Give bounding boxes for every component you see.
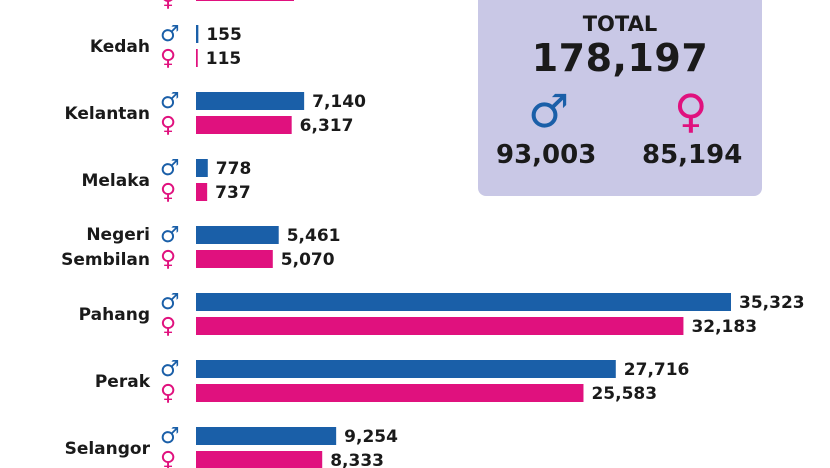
partial-female-symbol: ♀ [160,0,176,12]
male-value-label-perak: 27,716 [624,360,690,380]
category-label-selangor: Selangor [65,439,151,459]
male-bar-perak [196,360,616,378]
female-symbol-negeri-sembilan: ♀ [160,247,176,272]
female-total-value: 85,194 [642,140,743,170]
female-value-label-pahang: 32,183 [691,317,757,337]
male-bar-selangor [196,427,337,445]
female-value-label-negeri-sembilan: 5,070 [281,250,335,270]
male-bar-pahang [196,293,731,311]
male-bar-kelantan [196,92,305,110]
category-label-pahang: Pahang [79,305,150,325]
male-icon: ♂ [528,84,570,138]
partial-bar-female [196,0,294,1]
female-icon: ♀ [674,84,708,138]
female-bar-selangor [196,451,323,468]
male-symbol-kelantan: ♂ [160,89,180,114]
female-value-label-selangor: 8,333 [330,451,384,468]
category-label-perak: Perak [95,372,151,392]
female-bar-melaka [196,183,208,201]
male-bar-melaka [196,159,208,177]
female-bar-perak [196,384,584,402]
male-value-label-kelantan: 7,140 [312,92,366,112]
female-symbol-selangor: ♀ [160,448,176,468]
male-total-value: 93,003 [496,140,597,170]
female-value-label-kelantan: 6,317 [300,116,354,136]
male-value-label-kedah: 155 [206,25,242,45]
male-value-label-pahang: 35,323 [739,293,805,313]
female-value-label-melaka: 737 [215,183,251,203]
male-symbol-melaka: ♂ [160,156,180,181]
category-label-melaka: Melaka [81,171,150,191]
category-label-negeri-sembilan-line1: Negeri [86,225,150,245]
category-label-negeri-sembilan-line2: Sembilan [61,250,150,270]
female-symbol-melaka: ♀ [160,180,176,205]
female-bar-negeri-sembilan [196,250,273,268]
male-bar-kedah [196,25,199,43]
female-symbol-kedah: ♀ [160,46,176,71]
male-value-label-melaka: 778 [216,159,252,179]
male-bar-negeri-sembilan [196,226,279,244]
male-value-label-selangor: 9,254 [344,427,398,447]
total-label: TOTAL [582,12,658,36]
male-symbol-kedah: ♂ [160,22,180,47]
female-bar-kelantan [196,116,292,134]
male-value-label-negeri-sembilan: 5,461 [287,226,341,246]
female-symbol-kelantan: ♀ [160,113,176,138]
total-summary-box: TOTAL 178,197 ♂ ♀ 93,003 85,194 [478,0,762,196]
total-value: 178,197 [531,36,709,80]
male-symbol-perak: ♂ [160,357,180,382]
female-symbol-pahang: ♀ [160,314,176,339]
female-bar-pahang [196,317,684,335]
female-value-label-kedah: 115 [206,49,242,69]
category-label-kelantan: Kelantan [64,104,150,124]
male-symbol-negeri-sembilan: ♂ [160,223,180,248]
male-symbol-selangor: ♂ [160,424,180,449]
female-value-label-perak: 25,583 [591,384,657,404]
female-bar-kedah [196,49,198,67]
category-label-kedah: Kedah [90,37,150,57]
female-symbol-perak: ♀ [160,381,176,406]
male-symbol-pahang: ♂ [160,290,180,315]
